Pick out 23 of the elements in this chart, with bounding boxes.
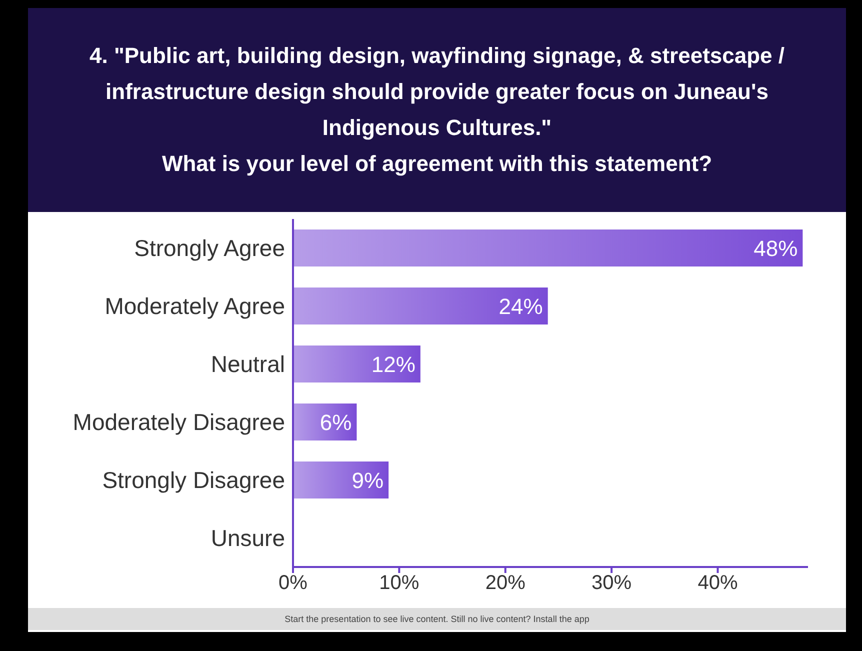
bar [293,345,420,382]
y-tick-label: Strongly Agree [134,235,285,262]
bar [293,229,803,266]
x-tick-label: 40% [698,572,738,594]
data-label: 6% [320,410,352,435]
y-tick-label: Strongly Disagree [102,467,285,494]
data-label: 48% [754,236,798,261]
y-tick-label: Moderately Agree [104,293,285,320]
chart-subtitle: What is your level of agreement with this statement? [160,150,714,178]
x-tick-label: 10% [379,572,420,594]
x-tick-label: 20% [485,572,526,594]
bar [293,287,548,324]
data-label: 9% [352,468,384,493]
text: Start the presentation to see live content. Still no live content? Install the app [28,608,846,630]
x-tick-label: 30% [592,572,632,594]
chart-title: 4. "Public art, building design, wayfinding signage, & streetscape / infrastructure design should provide greater focus on Juneau's Indigenous Cultures." [88,42,786,142]
data-label: 12% [371,352,416,377]
y-tick-label: Neutral [210,351,285,378]
y-tick-label: Moderately Disagree [72,409,285,436]
data-label: 24% [498,294,543,319]
bar [293,461,389,498]
y-tick-label: Unsure [210,525,285,552]
x-tick-label: 0% [278,572,308,594]
